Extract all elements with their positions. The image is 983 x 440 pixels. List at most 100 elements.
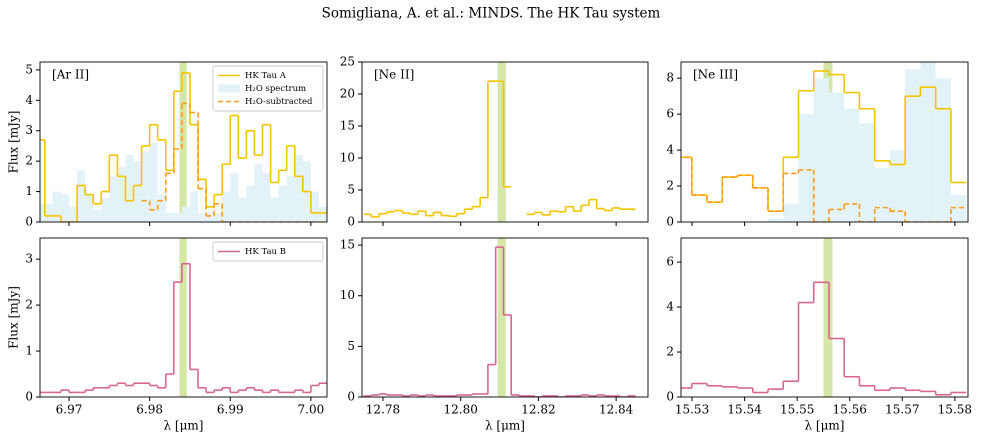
y-tick-label: 5 (347, 339, 355, 353)
line-label: [Ne III] (693, 68, 738, 82)
y-tick-label: 15 (340, 119, 355, 133)
h2o-bar (77, 170, 86, 222)
x-tick-label: 12.82 (521, 403, 555, 417)
y-tick-label: 4 (666, 143, 674, 157)
h2o-bar (310, 191, 319, 222)
h2o-bar (798, 114, 814, 222)
y-tick-label: 2 (666, 179, 674, 193)
h2o-bar (935, 78, 951, 222)
h2o-bar (85, 194, 94, 222)
h2o-bar (262, 173, 271, 222)
h2o-bar (125, 155, 134, 222)
y-tick-label: 4 (666, 300, 674, 314)
x-tick-label: 15.53 (675, 403, 709, 417)
y-tick-label: 20 (340, 87, 355, 101)
x-axis-label: λ [μm] (485, 419, 525, 433)
legend-box (212, 65, 324, 112)
x-tick-label: 15.54 (727, 403, 762, 417)
axes-frame (680, 237, 969, 398)
legend-label: H₂O spectrum (245, 84, 306, 94)
h2o-bar (889, 150, 906, 222)
y-tick-label: 0 (347, 390, 355, 404)
y-axis-label: Flux [mJy] (7, 111, 21, 174)
y-tick-label: 5 (25, 62, 33, 76)
plot-area (681, 238, 967, 397)
h2o-bar (920, 62, 936, 222)
y-tick-label: 25 (340, 55, 355, 69)
legend-label: HK Tau A (245, 71, 287, 81)
h2o-bar (109, 176, 118, 222)
h2o-bar (181, 206, 190, 222)
h2o-bar (844, 108, 860, 222)
h2o-bar (198, 212, 207, 222)
x-axis-label: λ [μm] (805, 419, 845, 433)
axes-frame (39, 61, 328, 223)
h2o-bar (286, 176, 295, 222)
line-label: [Ar II] (52, 68, 89, 82)
line-position-band (497, 62, 506, 222)
x-tick-label: 6.98 (136, 403, 163, 417)
legend-box (212, 241, 324, 262)
h2o-bar (60, 194, 70, 222)
y-tick-label: 6 (666, 255, 674, 269)
x-tick-label: 15.55 (780, 403, 814, 417)
axes-frame (680, 61, 969, 223)
plot-area (40, 62, 327, 222)
h2o-bar (783, 204, 799, 222)
h2o-bar (318, 206, 327, 222)
h2o-bar (950, 195, 967, 222)
y-tick-label: 3 (25, 123, 33, 137)
legend-swatch (218, 84, 240, 93)
y-tick-label: 15 (340, 238, 355, 252)
h2o-bar (157, 194, 166, 222)
x-tick-label: 15.58 (938, 403, 972, 417)
h2o-bar (149, 142, 158, 222)
page-header: Somigliana, A. et al.: MINDS. The HK Tau… (322, 6, 661, 22)
y-tick-label: 8 (666, 71, 674, 85)
y-tick-label: 2 (25, 154, 33, 168)
y-tick-label: 10 (340, 288, 355, 302)
h2o-bar (165, 212, 174, 222)
h2o-bar (270, 197, 279, 222)
h2o-bar (874, 168, 890, 222)
line-position-band (497, 238, 506, 397)
x-tick-label: 15.57 (885, 403, 919, 417)
h2o-bar (44, 203, 53, 222)
axes-frame (361, 61, 649, 223)
x-tick-label: 12.80 (444, 403, 478, 417)
x-tick-label: 12.84 (599, 403, 634, 417)
h2o-bar (206, 212, 215, 222)
line-position-band (179, 238, 187, 397)
y-tick-label: 0 (25, 215, 33, 229)
h2o-bar (117, 167, 126, 222)
x-axis-label: λ [μm] (164, 419, 204, 433)
y-tick-label: 5 (347, 183, 355, 197)
legend-label: HK Tau B (245, 247, 286, 257)
h2o-bar (813, 78, 829, 222)
line-position-band (179, 62, 187, 222)
plot-area (40, 238, 327, 397)
y-tick-label: 0 (347, 215, 355, 229)
h2o-bar (40, 203, 45, 222)
y-tick-label: 1 (25, 184, 33, 198)
y-axis-label: Flux [mJy] (7, 286, 21, 349)
h2o-bar (828, 92, 845, 222)
h2o-bar (905, 69, 921, 222)
axes-frame (361, 237, 649, 398)
h2o-bar (254, 164, 263, 222)
h2o-bar (101, 197, 110, 222)
h2o-bar (238, 197, 247, 222)
x-tick-label: 12.78 (366, 403, 400, 417)
h2o-bar (52, 191, 61, 222)
h2o-bar (767, 218, 784, 222)
h2o-bar (230, 173, 239, 222)
h2o-bar (173, 212, 182, 222)
plot-area (363, 62, 636, 222)
legend-label: H₂O-subtracted (245, 97, 313, 107)
h2o-bar (133, 161, 142, 222)
y-tick-label: 1 (25, 344, 33, 358)
h2o-bar (859, 123, 875, 222)
h2o-bar (246, 185, 255, 222)
y-tick-label: 2 (25, 298, 33, 312)
